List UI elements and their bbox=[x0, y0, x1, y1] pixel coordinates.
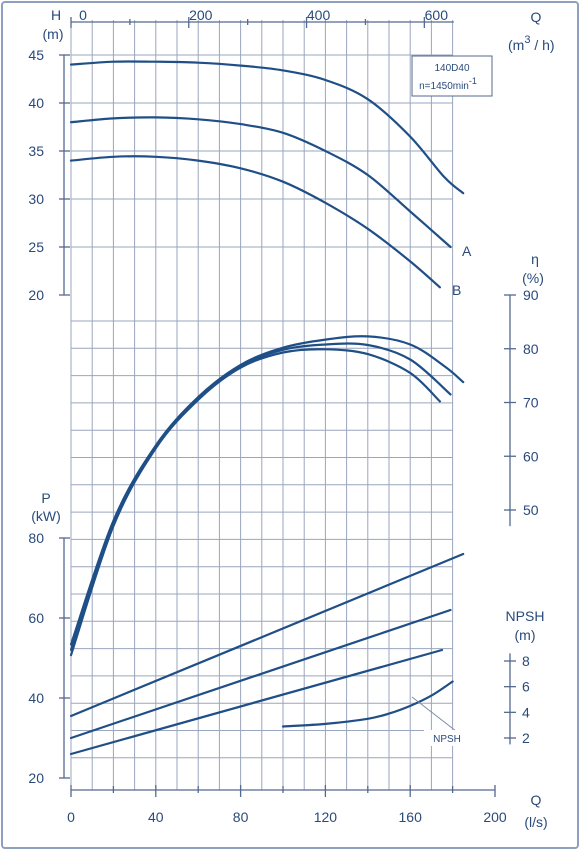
efficiency-axis-tick-label: 80 bbox=[523, 341, 539, 357]
q-top-unit-exp: 3 bbox=[524, 34, 530, 46]
bottom-axis-tick-label: 0 bbox=[67, 809, 75, 825]
head-axis-tick-label: 30 bbox=[28, 191, 44, 207]
power-curve-a bbox=[69, 608, 452, 740]
efficiency-curve-b bbox=[69, 348, 441, 657]
power-curve-b bbox=[69, 648, 444, 756]
speed-label: n=1450min-1 bbox=[419, 76, 477, 92]
q-top-axis-label: Q bbox=[531, 9, 542, 25]
q-bottom-axis-label: Q bbox=[531, 792, 542, 808]
curve-label-a: A bbox=[462, 243, 472, 259]
head-axis-tick-label: 45 bbox=[28, 47, 44, 63]
power-axis-tick-label: 60 bbox=[28, 610, 44, 626]
power-axis-tick-label: 40 bbox=[28, 690, 44, 706]
efficiency-axis-unit: (%) bbox=[522, 270, 544, 286]
model-legend-box bbox=[411, 55, 493, 97]
q-bottom-axis-unit: (l/s) bbox=[524, 814, 547, 830]
efficiency-axis-tick-label: 50 bbox=[523, 502, 539, 518]
curve-label-b: B bbox=[452, 282, 461, 298]
grid bbox=[70, 20, 454, 790]
speed-value: n=1450min bbox=[419, 81, 469, 92]
head-axis-tick-label: 40 bbox=[28, 95, 44, 111]
model-label: 140D40 bbox=[434, 63, 469, 74]
bottom-axis-tick-label: 80 bbox=[233, 809, 249, 825]
q-top-axis-unit: (m3 / h) bbox=[508, 34, 555, 53]
npsh-axis-unit: (m) bbox=[515, 627, 536, 643]
npsh-axis-tick-label: 4 bbox=[522, 704, 530, 720]
npsh-label-bg bbox=[424, 730, 470, 746]
head-axis-tick-label: 20 bbox=[28, 287, 44, 303]
efficiency-axis-tick-label: 70 bbox=[523, 395, 539, 411]
bottom-axis-tick-label: 40 bbox=[148, 809, 164, 825]
npsh-axis-tick-label: 6 bbox=[522, 679, 530, 695]
head-axis-tick-label: 35 bbox=[28, 143, 44, 159]
axes: 0 200 400 600 0 40 80 120 160 200 20 25 30 35 40 45 50 60… bbox=[28, 7, 538, 825]
bottom-axis-tick-label: 120 bbox=[314, 809, 338, 825]
top-axis-tick-label: 200 bbox=[189, 7, 213, 23]
q-top-unit-post: / h) bbox=[530, 37, 554, 53]
top-axis-tick-label: 0 bbox=[79, 7, 87, 23]
head-curve-a bbox=[69, 116, 452, 249]
top-axis-tick-label: 400 bbox=[307, 7, 331, 23]
head-curve-max bbox=[69, 60, 465, 195]
power-axis-tick-label: 80 bbox=[28, 530, 44, 546]
head-curve-b bbox=[69, 155, 441, 289]
efficiency-axis-tick-label: 90 bbox=[523, 287, 539, 303]
q-top-unit-pre: (m bbox=[508, 37, 524, 53]
efficiency-axis-label: η bbox=[531, 251, 539, 267]
npsh-axis-label: NPSH bbox=[506, 608, 545, 624]
npsh-axis-tick-label: 2 bbox=[522, 730, 530, 746]
power-axis-unit: (kW) bbox=[31, 508, 61, 524]
speed-exponent: -1 bbox=[469, 76, 477, 86]
power-axis-label: P bbox=[41, 490, 50, 506]
npsh-curve-label: NPSH bbox=[433, 734, 461, 745]
efficiency-axis-tick-label: 60 bbox=[523, 448, 539, 464]
power-axis-tick-label: 20 bbox=[28, 770, 44, 786]
curves bbox=[69, 60, 465, 756]
top-axis-tick-label: 600 bbox=[425, 7, 449, 23]
npsh-axis-tick-label: 8 bbox=[522, 653, 530, 669]
bottom-axis-tick-label: 160 bbox=[399, 809, 423, 825]
power-curve-max bbox=[69, 552, 465, 718]
bottom-axis-tick-label: 200 bbox=[483, 809, 507, 825]
head-axis-tick-label: 25 bbox=[28, 239, 44, 255]
head-axis-label: H bbox=[51, 7, 61, 23]
npsh-curve-npsh bbox=[281, 680, 454, 728]
head-axis-unit: (m) bbox=[43, 26, 64, 42]
